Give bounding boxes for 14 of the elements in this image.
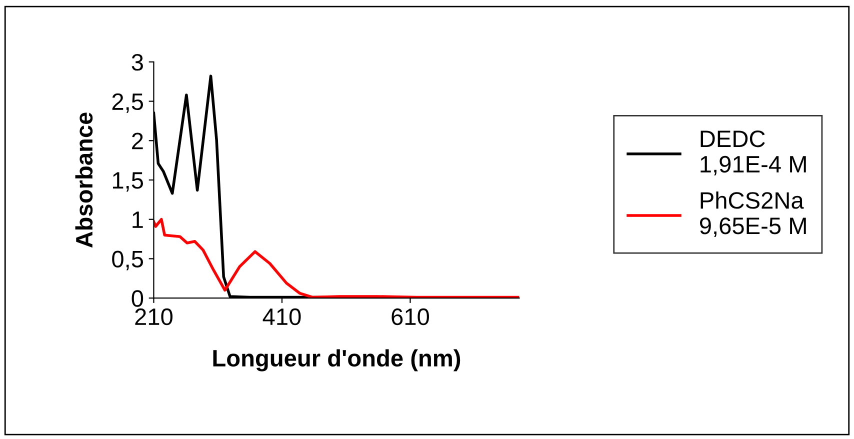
legend-label: PhCS2Na 9,65E-5 M xyxy=(700,191,806,238)
legend-label: DEDC 1,91E-4 M xyxy=(700,130,806,176)
x-tick-label: 610 xyxy=(392,308,429,326)
y-tick-label: 2,5 xyxy=(112,93,144,113)
x-tick-label: 410 xyxy=(262,308,301,326)
y-axis-title: Absorbance xyxy=(75,112,93,248)
y-tick-label: 0 xyxy=(132,290,144,307)
y-tick-label: 1 xyxy=(132,212,143,228)
y-tick-label: 1,5 xyxy=(112,172,144,192)
y-tick-label: 3 xyxy=(132,54,143,71)
x-tick-label: 210 xyxy=(135,308,172,326)
x-axis-title: Longueur d'onde (nm) xyxy=(213,349,460,372)
y-tick-label: 0,5 xyxy=(112,250,144,270)
y-tick-label: 2 xyxy=(132,132,143,150)
